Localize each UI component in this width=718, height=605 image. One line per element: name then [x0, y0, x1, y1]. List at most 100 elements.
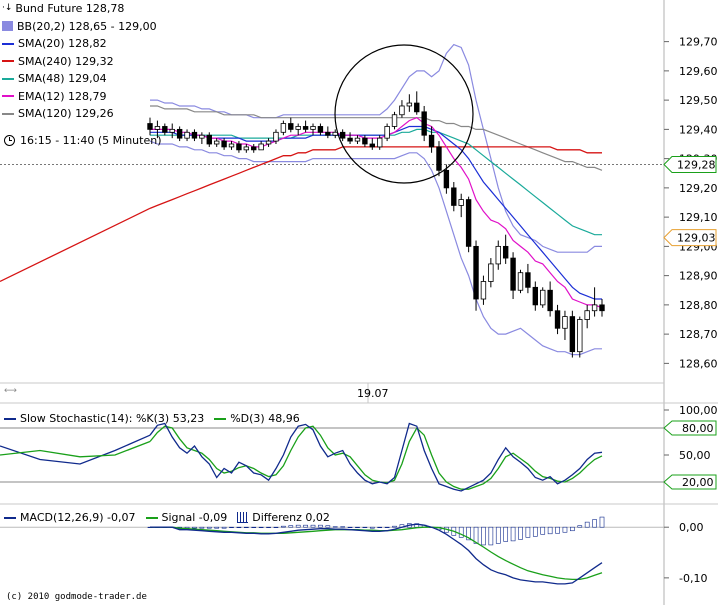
- candle-body: [473, 245, 479, 300]
- histogram-bar: [355, 526, 360, 529]
- y-tick-label: 129,40: [679, 123, 718, 136]
- y-tick-label: 128,70: [679, 328, 718, 341]
- candle-body: [532, 286, 539, 306]
- main-legend: ·↓ Bund Future 128,78 BB(20,2) 128,65 - 12…: [2, 0, 157, 123]
- macd-legend: MACD(12,26,9) -0,07 Signal -0,09 Differe…: [4, 511, 340, 524]
- legend-label: BB(20,2) 128,65 - 129,00: [17, 19, 157, 33]
- legend-label: Bund Future 128,78: [15, 2, 125, 15]
- y-tick-label: 100,00: [679, 404, 718, 417]
- legend-swatch: [2, 77, 14, 80]
- candle-body: [339, 131, 346, 139]
- candle-body: [354, 137, 361, 142]
- candle-body: [280, 123, 287, 133]
- candle-body: [577, 319, 583, 353]
- histogram-bar: [229, 526, 234, 529]
- candle-body: [310, 126, 316, 130]
- histogram-bar: [318, 524, 323, 528]
- legend-item: SMA(48) 129,04: [2, 70, 157, 88]
- legend-label: SMA(120) 129,26: [18, 107, 114, 120]
- legend-item: SMA(120) 129,26: [2, 105, 157, 123]
- candle-body: [199, 134, 205, 139]
- candle-body: [584, 310, 590, 320]
- candle-body: [480, 281, 487, 300]
- candle-body: [421, 111, 427, 136]
- candle-body: [147, 123, 153, 130]
- candle-body: [547, 289, 553, 312]
- price-marker-label: 129,28: [677, 158, 716, 171]
- legend-item: ·↓ Bund Future 128,78: [2, 0, 157, 18]
- stoch-k-label: Slow Stochastic(14): %K(3) 53,23: [20, 412, 205, 425]
- candle-body: [465, 199, 472, 247]
- candle-body: [591, 304, 598, 312]
- level-marker: [663, 420, 717, 436]
- legend-label: EMA(12) 128,79: [18, 89, 107, 103]
- y-axis: 129,70129,60129,50129,40129,30129,20129,…: [663, 36, 718, 585]
- histogram-bar: [562, 526, 568, 533]
- histogram-bar: [258, 526, 264, 529]
- scroll-arrows-icon[interactable]: ⟷: [4, 386, 17, 396]
- y-tick-label: 128,80: [679, 299, 718, 312]
- macd-panel: [0, 516, 664, 585]
- candle-body: [369, 143, 375, 148]
- histogram-bar: [495, 526, 501, 544]
- histogram-bar: [221, 526, 227, 529]
- histogram-bar: [540, 526, 546, 535]
- macd-line: [150, 523, 603, 585]
- highlight-circle: [334, 44, 474, 184]
- candle-body: [347, 137, 353, 142]
- stoch-d-line: [0, 440, 151, 458]
- price-panel: [0, 43, 664, 358]
- candle-body: [428, 134, 435, 148]
- candle-body: [384, 126, 390, 139]
- histogram-bar: [281, 525, 286, 528]
- histogram-bar: [570, 526, 575, 532]
- legend-item: SMA(240) 129,32: [2, 53, 157, 71]
- histogram-bar: [251, 526, 257, 529]
- candle-body: [562, 316, 568, 329]
- candle-body: [599, 304, 605, 312]
- histogram-bar: [243, 526, 249, 529]
- legend-label: SMA(48) 129,04: [18, 72, 107, 85]
- histogram-bar: [325, 525, 331, 528]
- macd-swatch: [4, 516, 16, 519]
- level-marker: [663, 474, 717, 490]
- legend-label: SMA(20) 128,82: [18, 37, 107, 50]
- histogram-bar: [577, 525, 583, 528]
- ema12-line: [150, 117, 603, 309]
- y-tick-label: 129,60: [679, 65, 718, 78]
- signal-label: Signal -0,09: [161, 511, 228, 524]
- signal-swatch: [145, 516, 158, 519]
- histogram-bar: [295, 524, 301, 528]
- histogram-bar: [525, 526, 531, 538]
- histogram-bar: [555, 526, 560, 534]
- candle-body: [273, 131, 279, 142]
- histogram-bar: [466, 526, 471, 541]
- y-tick-label: 129,70: [679, 36, 718, 49]
- legend-swatch: [2, 95, 14, 98]
- candle-body: [458, 199, 464, 206]
- histogram-bar: [518, 526, 523, 540]
- legend-swatch: [2, 21, 13, 32]
- candle-body: [391, 114, 398, 127]
- stoch-d-label: %D(3) 48,96: [230, 412, 300, 425]
- candle-body: [265, 140, 272, 145]
- candle-body: [213, 140, 220, 145]
- histogram-bar: [392, 525, 397, 528]
- legend-swatch: [2, 60, 14, 63]
- histogram-bar: [584, 521, 590, 528]
- candle-body: [488, 263, 494, 282]
- histogram-bar: [481, 526, 486, 546]
- price-marker: [663, 155, 717, 173]
- histogram-bar: [599, 516, 605, 528]
- candle-body: [436, 146, 442, 171]
- candle-body: [510, 257, 516, 291]
- stochastic-legend: Slow Stochastic(14): %K(3) 53,23 %D(3) 4…: [4, 412, 310, 425]
- histogram-bar: [532, 526, 538, 537]
- histogram-bar: [347, 526, 353, 529]
- y-tick-label: 128,60: [679, 357, 718, 370]
- legend-swatch: [2, 112, 14, 115]
- candle-body: [502, 245, 509, 259]
- candle-body: [228, 143, 235, 148]
- histogram-bar: [362, 526, 368, 529]
